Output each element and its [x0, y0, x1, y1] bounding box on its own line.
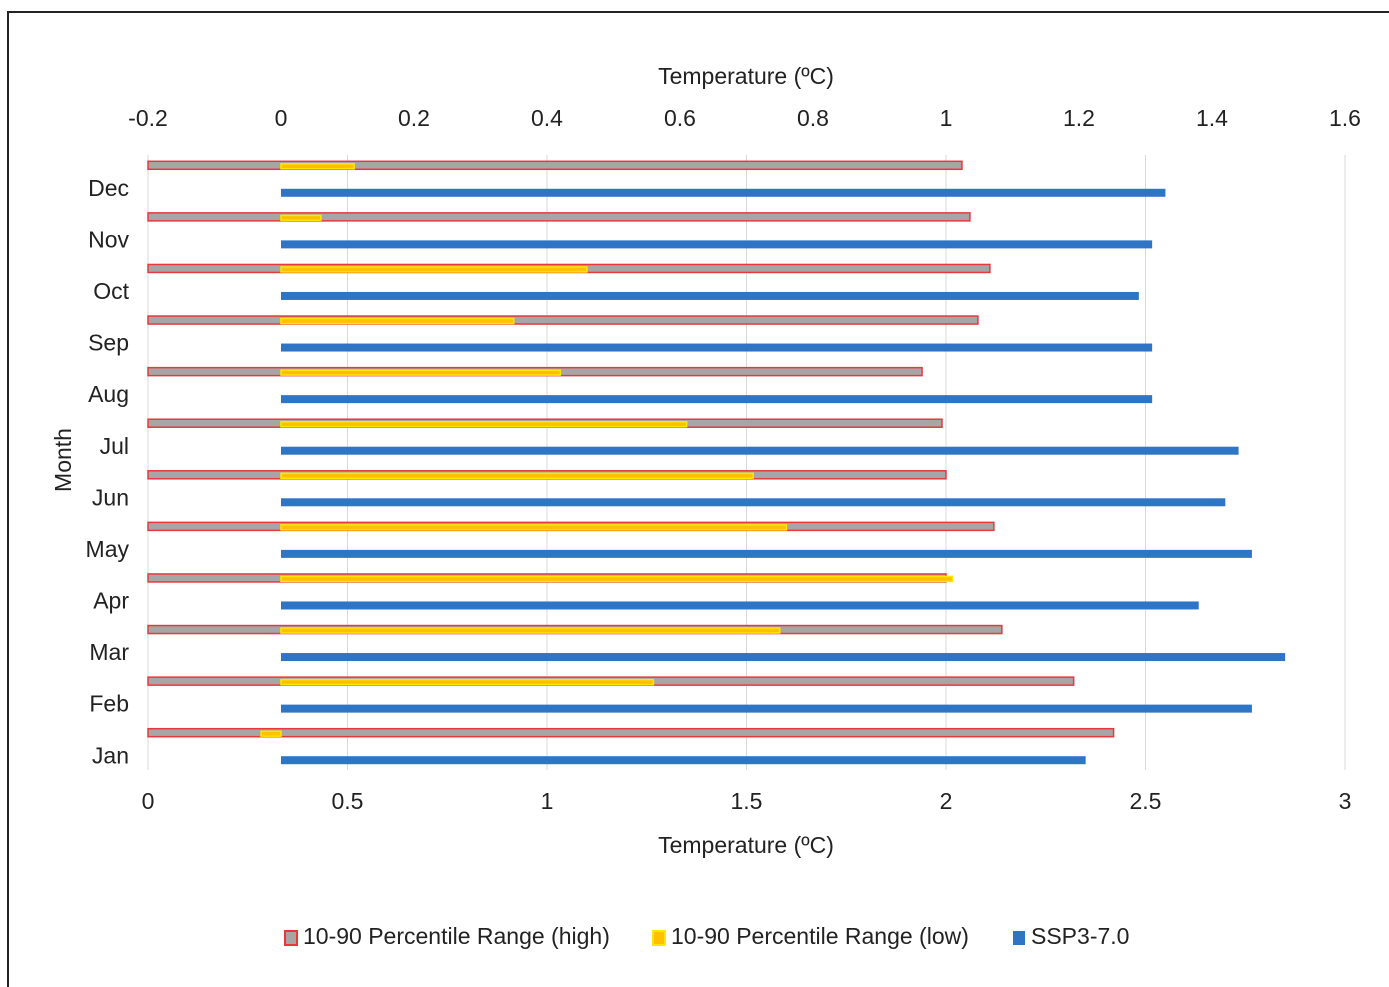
x-tick-label: 0 — [142, 788, 155, 814]
y-tick-label: Sep — [88, 330, 129, 356]
bar — [280, 163, 355, 170]
bar — [147, 160, 963, 171]
y-axis-title: Month — [50, 428, 76, 492]
bar — [281, 601, 1199, 610]
x2-tick-label: 0.6 — [664, 105, 696, 131]
x2-tick-label: 1.2 — [1063, 105, 1095, 131]
y-tick-label: Jul — [100, 433, 129, 459]
bar — [281, 291, 1139, 300]
legend-label: 10-90 Percentile Range (high) — [303, 923, 610, 949]
bar — [280, 214, 322, 222]
bar — [281, 343, 1153, 352]
bar — [147, 315, 979, 325]
x-tick-label: 1.5 — [731, 788, 763, 814]
y-tick-label: May — [86, 536, 130, 562]
x-tick-label: 1 — [541, 788, 554, 814]
x2-tick-label: 1.6 — [1329, 105, 1361, 131]
x-tick-label: 0.5 — [332, 788, 364, 814]
y-tick-label: Aug — [88, 381, 129, 407]
x2-tick-label: 0.8 — [797, 105, 829, 131]
legend-swatch — [1013, 931, 1025, 945]
x2-tick-label: 0.4 — [531, 105, 563, 131]
bar — [280, 420, 688, 428]
bar — [260, 730, 282, 737]
bar — [280, 472, 754, 480]
y-tick-label: Apr — [93, 588, 129, 614]
y-tick-label: Jan — [92, 742, 129, 768]
bar — [280, 369, 562, 376]
x2-tick-label: 1.4 — [1196, 105, 1228, 131]
bar — [280, 524, 788, 531]
x-tick-label: 2 — [940, 788, 953, 814]
bar — [281, 395, 1153, 404]
bar — [281, 653, 1286, 662]
legend-label: SSP3-7.0 — [1031, 923, 1129, 949]
x-axis-title: Temperature (ºC) — [658, 832, 834, 858]
x2-tick-label: 1 — [940, 105, 953, 131]
bar — [280, 575, 954, 583]
bar — [281, 240, 1153, 249]
x2-axis-title: Temperature (ºC) — [658, 63, 834, 89]
x2-tick-label: -0.2 — [128, 105, 168, 131]
x-tick-label: 2.5 — [1130, 788, 1162, 814]
y-tick-label: Mar — [89, 639, 129, 665]
bar — [281, 498, 1226, 507]
legend-swatch — [284, 930, 298, 946]
y-tick-label: Feb — [89, 691, 129, 717]
bar — [147, 727, 1115, 738]
y-tick-label: Dec — [88, 175, 129, 201]
bar — [280, 627, 781, 634]
x2-tick-label: 0 — [275, 105, 288, 131]
bar — [281, 188, 1166, 197]
legend-label: 10-90 Percentile Range (low) — [671, 923, 969, 949]
bar — [281, 704, 1252, 713]
bar — [147, 212, 971, 222]
bar — [280, 317, 515, 325]
x2-tick-label: 0.2 — [398, 105, 430, 131]
bar — [281, 446, 1239, 455]
legend-swatch — [652, 930, 666, 946]
x-tick-label: 3 — [1339, 788, 1352, 814]
y-tick-label: Oct — [93, 278, 129, 304]
y-tick-label: Jun — [92, 484, 129, 510]
bar — [281, 549, 1252, 558]
bar — [281, 756, 1086, 765]
bar — [280, 678, 655, 686]
y-tick-label: Nov — [88, 226, 129, 252]
bar — [280, 266, 588, 273]
